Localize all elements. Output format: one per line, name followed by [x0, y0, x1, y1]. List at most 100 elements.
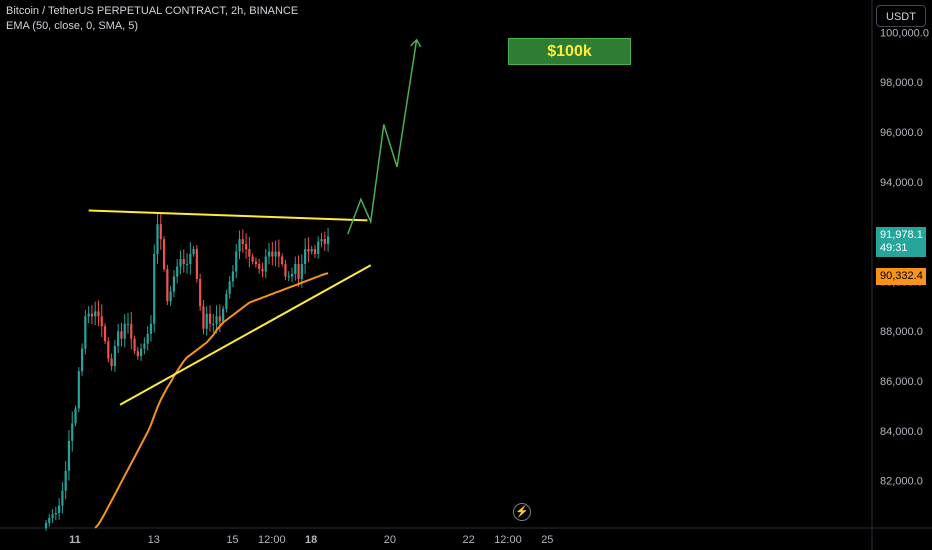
lightning-icon[interactable]: ⚡ [513, 503, 531, 521]
candle-body [238, 239, 241, 252]
x-tick-label: 12:00 [258, 534, 286, 546]
candle-body [71, 423, 74, 441]
candle-body [218, 316, 221, 322]
candle-body [261, 268, 264, 272]
candle-body [294, 264, 297, 274]
candle-body [74, 408, 77, 424]
candle-body [94, 311, 97, 317]
candle-body [231, 271, 235, 282]
candle-body [290, 273, 294, 277]
candle-body [130, 323, 133, 339]
candle-body [199, 278, 202, 307]
candle-body [254, 261, 258, 264]
projection-path [347, 39, 418, 235]
candle-body [287, 276, 290, 278]
candle-body [241, 239, 244, 245]
x-tick-label: 20 [384, 534, 396, 546]
candle-body [225, 293, 228, 309]
resistance-trendline [88, 209, 368, 222]
symbol-title: Bitcoin / TetherUS PERPETUAL CONTRACT, 2… [6, 5, 299, 17]
candle-body [117, 331, 120, 347]
candle-body [64, 470, 67, 491]
candle-body [166, 268, 169, 302]
candle-body [235, 251, 238, 272]
support-trendline [119, 264, 372, 406]
candle-body [300, 264, 303, 279]
candle-body [172, 276, 176, 292]
target-label-box[interactable]: $100k [508, 38, 631, 65]
candle-body [44, 523, 48, 528]
candle-body [185, 264, 189, 265]
candle-body [169, 291, 172, 302]
candle-body [67, 440, 71, 471]
y-tick-label: 84,000.0 [880, 426, 923, 438]
x-tick-label: 15 [226, 534, 238, 546]
candle-body [304, 249, 307, 264]
ema-indicator-label[interactable]: EMA (50, close, 0, SMA, 5) [6, 20, 139, 32]
candle-body [97, 311, 100, 317]
candle-body [123, 323, 126, 339]
candle-body [146, 333, 149, 344]
y-tick-label: 86,000.0 [880, 376, 923, 388]
x-tick-label: 22 [462, 534, 474, 546]
candle-body [320, 239, 323, 242]
y-tick-label: 94,000.0 [880, 177, 923, 189]
candle-body [143, 343, 146, 349]
candle-body [264, 256, 267, 272]
candle-body [77, 371, 80, 409]
candle-body [212, 323, 215, 325]
candle-body [222, 308, 225, 322]
candle-body [133, 338, 136, 352]
candle-body [189, 254, 192, 264]
candle-body [179, 259, 182, 267]
candle-body [176, 266, 179, 277]
candle-body [54, 513, 57, 515]
candle-body [90, 313, 94, 317]
projection-arrowhead [410, 38, 422, 48]
candle-body [149, 323, 153, 334]
bar-countdown: 49:31 [880, 242, 908, 254]
candle-body [110, 358, 113, 367]
candle-body [271, 251, 274, 257]
x-tick-label: 25 [541, 534, 553, 546]
candle-body [258, 264, 261, 269]
candle-body [126, 323, 130, 325]
candle-body [48, 518, 51, 524]
candle-body [277, 251, 280, 257]
candle-body [103, 326, 107, 342]
candle-body [51, 514, 54, 519]
candle-body [61, 490, 64, 506]
candle-body [228, 281, 231, 294]
currency-button[interactable]: USDT [876, 5, 926, 27]
x-tick-label: 12:00 [494, 534, 522, 546]
candle-body [205, 313, 208, 329]
y-tick-label: 88,000.0 [880, 326, 923, 338]
candle-body [156, 224, 159, 255]
y-tick-label: 96,000.0 [880, 127, 923, 139]
candle-body [162, 239, 166, 269]
candle-body [80, 348, 84, 372]
candle-body [107, 341, 110, 359]
candle-body [159, 224, 162, 240]
candle-body [323, 239, 326, 245]
candle-body [208, 313, 212, 324]
candle-body [192, 249, 195, 255]
candle-body [136, 351, 139, 357]
candle-body [267, 251, 271, 257]
y-tick-label: 98,000.0 [880, 77, 923, 89]
candle-body [281, 256, 284, 264]
candle-body [153, 254, 156, 324]
y-tick-label: 82,000.0 [880, 476, 923, 488]
candle-body [284, 264, 287, 277]
candle-body [87, 313, 90, 317]
candle-body [113, 346, 116, 367]
candle-body [202, 306, 205, 329]
candle-body [58, 505, 61, 514]
candle-body [310, 249, 313, 252]
candle-body [120, 331, 123, 339]
x-tick-label: 13 [148, 534, 160, 546]
candle-body [195, 249, 198, 279]
x-tick-label: 11 [69, 534, 81, 546]
last-price-value: 91,978.1 [880, 229, 923, 241]
